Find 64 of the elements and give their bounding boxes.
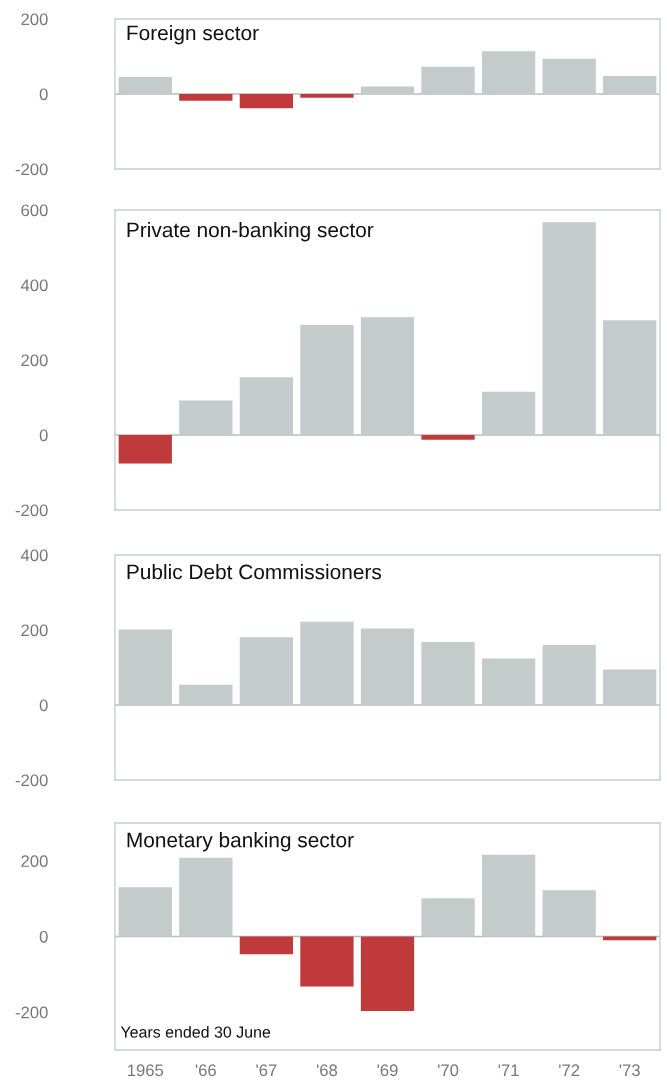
- y-tick-label: 400: [20, 279, 48, 292]
- bar: [421, 435, 475, 440]
- bar: [542, 58, 596, 94]
- y-tick-label: -200: [15, 774, 48, 787]
- y-tick-label: 600: [21, 204, 48, 217]
- x-tick-label: '66: [195, 1064, 216, 1077]
- x-tick-label: '69: [377, 1064, 398, 1077]
- bar: [239, 936, 294, 955]
- y-tick-label: 0: [39, 699, 48, 712]
- bar: [542, 890, 596, 937]
- y-tick-label: 200: [21, 855, 48, 868]
- y-tick-label: -200: [15, 504, 48, 517]
- y-tick-label: 0: [39, 88, 48, 101]
- bar: [239, 94, 294, 109]
- bar: [421, 642, 475, 705]
- annotation: Years ended 30 June: [120, 1026, 271, 1038]
- x-tick-label: '72: [559, 1064, 580, 1076]
- bar: [300, 936, 354, 987]
- bar: [603, 320, 657, 435]
- y-tick-label: 200: [21, 13, 48, 26]
- bar: [118, 887, 172, 937]
- bar: [118, 435, 172, 464]
- text: Private non-banking sector: [127, 222, 374, 242]
- y-tick-label: 0: [39, 429, 48, 442]
- bar: [360, 936, 415, 1012]
- y-tick-label: 0: [39, 930, 48, 943]
- bar: [481, 854, 536, 937]
- x-tick-label: '68: [316, 1064, 338, 1077]
- x-tick-label: '71: [498, 1064, 519, 1076]
- y-tick-label: -200: [15, 163, 48, 176]
- bar: [360, 628, 415, 705]
- bar: [603, 76, 657, 94]
- bar: [179, 684, 233, 705]
- bar: [481, 391, 536, 435]
- bar: [421, 898, 475, 937]
- bar: [603, 669, 657, 705]
- bar: [179, 857, 233, 937]
- y-tick-label: 200: [21, 354, 48, 367]
- y-tick-label: 400: [20, 549, 48, 562]
- chart-title: Public Debt Commissioners: [127, 564, 382, 580]
- bar: [239, 377, 294, 435]
- x-tick-label: '70: [438, 1064, 459, 1077]
- bar: [239, 637, 294, 705]
- x-tick-label: '73: [619, 1064, 640, 1077]
- bar: [542, 222, 596, 435]
- bar: [179, 400, 233, 435]
- bar: [300, 325, 354, 435]
- x-tick-label: '67: [256, 1064, 277, 1077]
- bar: [118, 629, 172, 705]
- bar: [360, 317, 415, 435]
- y-tick-label: -200: [15, 1006, 48, 1019]
- bar: [481, 51, 536, 94]
- bar: [118, 77, 172, 94]
- x-tick-label: 1965: [128, 1064, 164, 1077]
- bar: [360, 86, 415, 94]
- bar: [542, 645, 596, 705]
- bar: [300, 621, 354, 705]
- bar: [481, 658, 536, 705]
- y-tick-label: 200: [21, 624, 48, 637]
- chart-title: Monetary banking sector: [127, 832, 354, 852]
- bar: [179, 94, 233, 101]
- bar: [300, 94, 354, 98]
- bar: [421, 66, 475, 94]
- chart-title: Foreign sector: [127, 25, 259, 45]
